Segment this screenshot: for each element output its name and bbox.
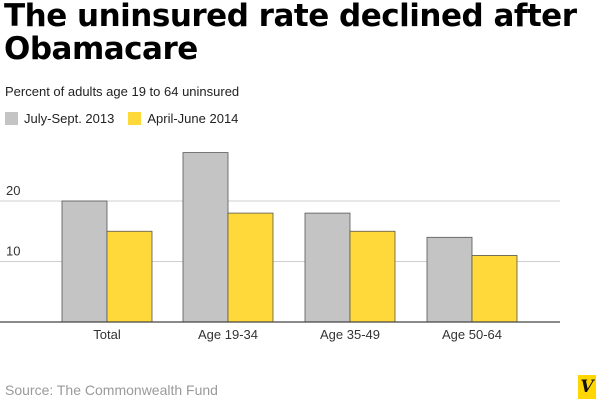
chart-title: The uninsured rate declined after Obamac… bbox=[4, 0, 577, 67]
bar-age-19-34-series-1 bbox=[227, 212, 274, 323]
x-tick-label-age-35-49: Age 35-49 bbox=[320, 327, 380, 342]
legend-item-2013: July-Sept. 2013 bbox=[5, 111, 114, 126]
x-tick-label-age-19-34: Age 19-34 bbox=[198, 327, 258, 342]
legend-swatch-2014 bbox=[128, 112, 142, 125]
vox-logo: V bbox=[578, 375, 596, 399]
chart-subtitle: Percent of adults age 19 to 64 uninsured bbox=[5, 84, 240, 99]
legend-label-2013: July-Sept. 2013 bbox=[24, 111, 115, 126]
legend-swatch-2013 bbox=[5, 112, 18, 125]
bar-total-series-0 bbox=[61, 200, 108, 323]
legend: July-Sept. 2013 April-June 2014 bbox=[5, 111, 252, 126]
bar-age-35-49-series-0 bbox=[304, 212, 351, 323]
source-note: Source: The Commonwealth Fund bbox=[5, 382, 218, 398]
y-tick-label-10: 10 bbox=[6, 244, 20, 259]
bar-age-35-49-series-1 bbox=[349, 230, 396, 323]
legend-label-2014: April-June 2014 bbox=[147, 111, 239, 126]
bar-age-50-64-series-0 bbox=[426, 236, 473, 323]
x-tick-label-age-50-64: Age 50-64 bbox=[442, 327, 502, 342]
y-tick-label-20: 20 bbox=[6, 183, 20, 198]
bar-total-series-1 bbox=[106, 230, 153, 323]
bar-age-50-64-series-1 bbox=[471, 255, 518, 323]
legend-item-2014: April-June 2014 bbox=[128, 111, 238, 126]
bar-age-19-34-series-0 bbox=[182, 152, 229, 323]
x-tick-label-total: Total bbox=[93, 327, 121, 342]
